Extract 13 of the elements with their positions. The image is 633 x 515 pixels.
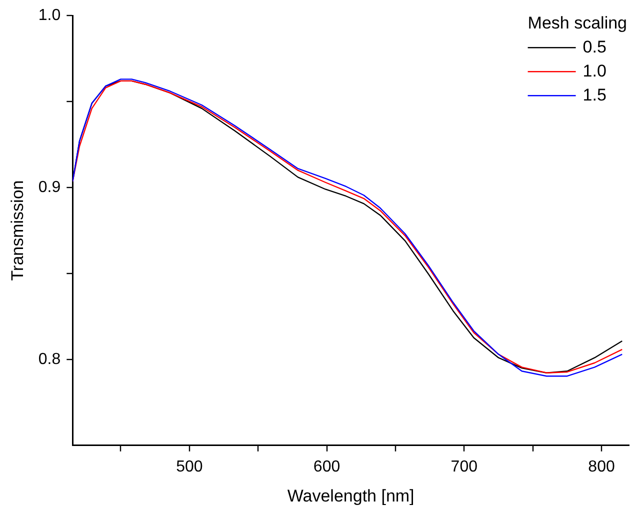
legend-title: Mesh scaling	[528, 13, 628, 32]
y-tick-label: 0.8	[38, 350, 61, 368]
y-tick-label: 0.9	[38, 178, 61, 196]
x-tick-label: 500	[176, 458, 203, 476]
legend-label: 1.5	[582, 85, 606, 104]
legend-label: 1.0	[582, 61, 606, 80]
y-tick-label: 1.0	[38, 7, 61, 24]
legend-label: 0.5	[582, 37, 606, 56]
x-tick-label: 800	[588, 458, 615, 476]
x-tick-label: 700	[450, 458, 478, 476]
y-axis-title: Transmission	[8, 180, 27, 281]
x-axis-title: Wavelength [nm]	[287, 486, 414, 506]
x-tick-label: 600	[313, 458, 340, 476]
